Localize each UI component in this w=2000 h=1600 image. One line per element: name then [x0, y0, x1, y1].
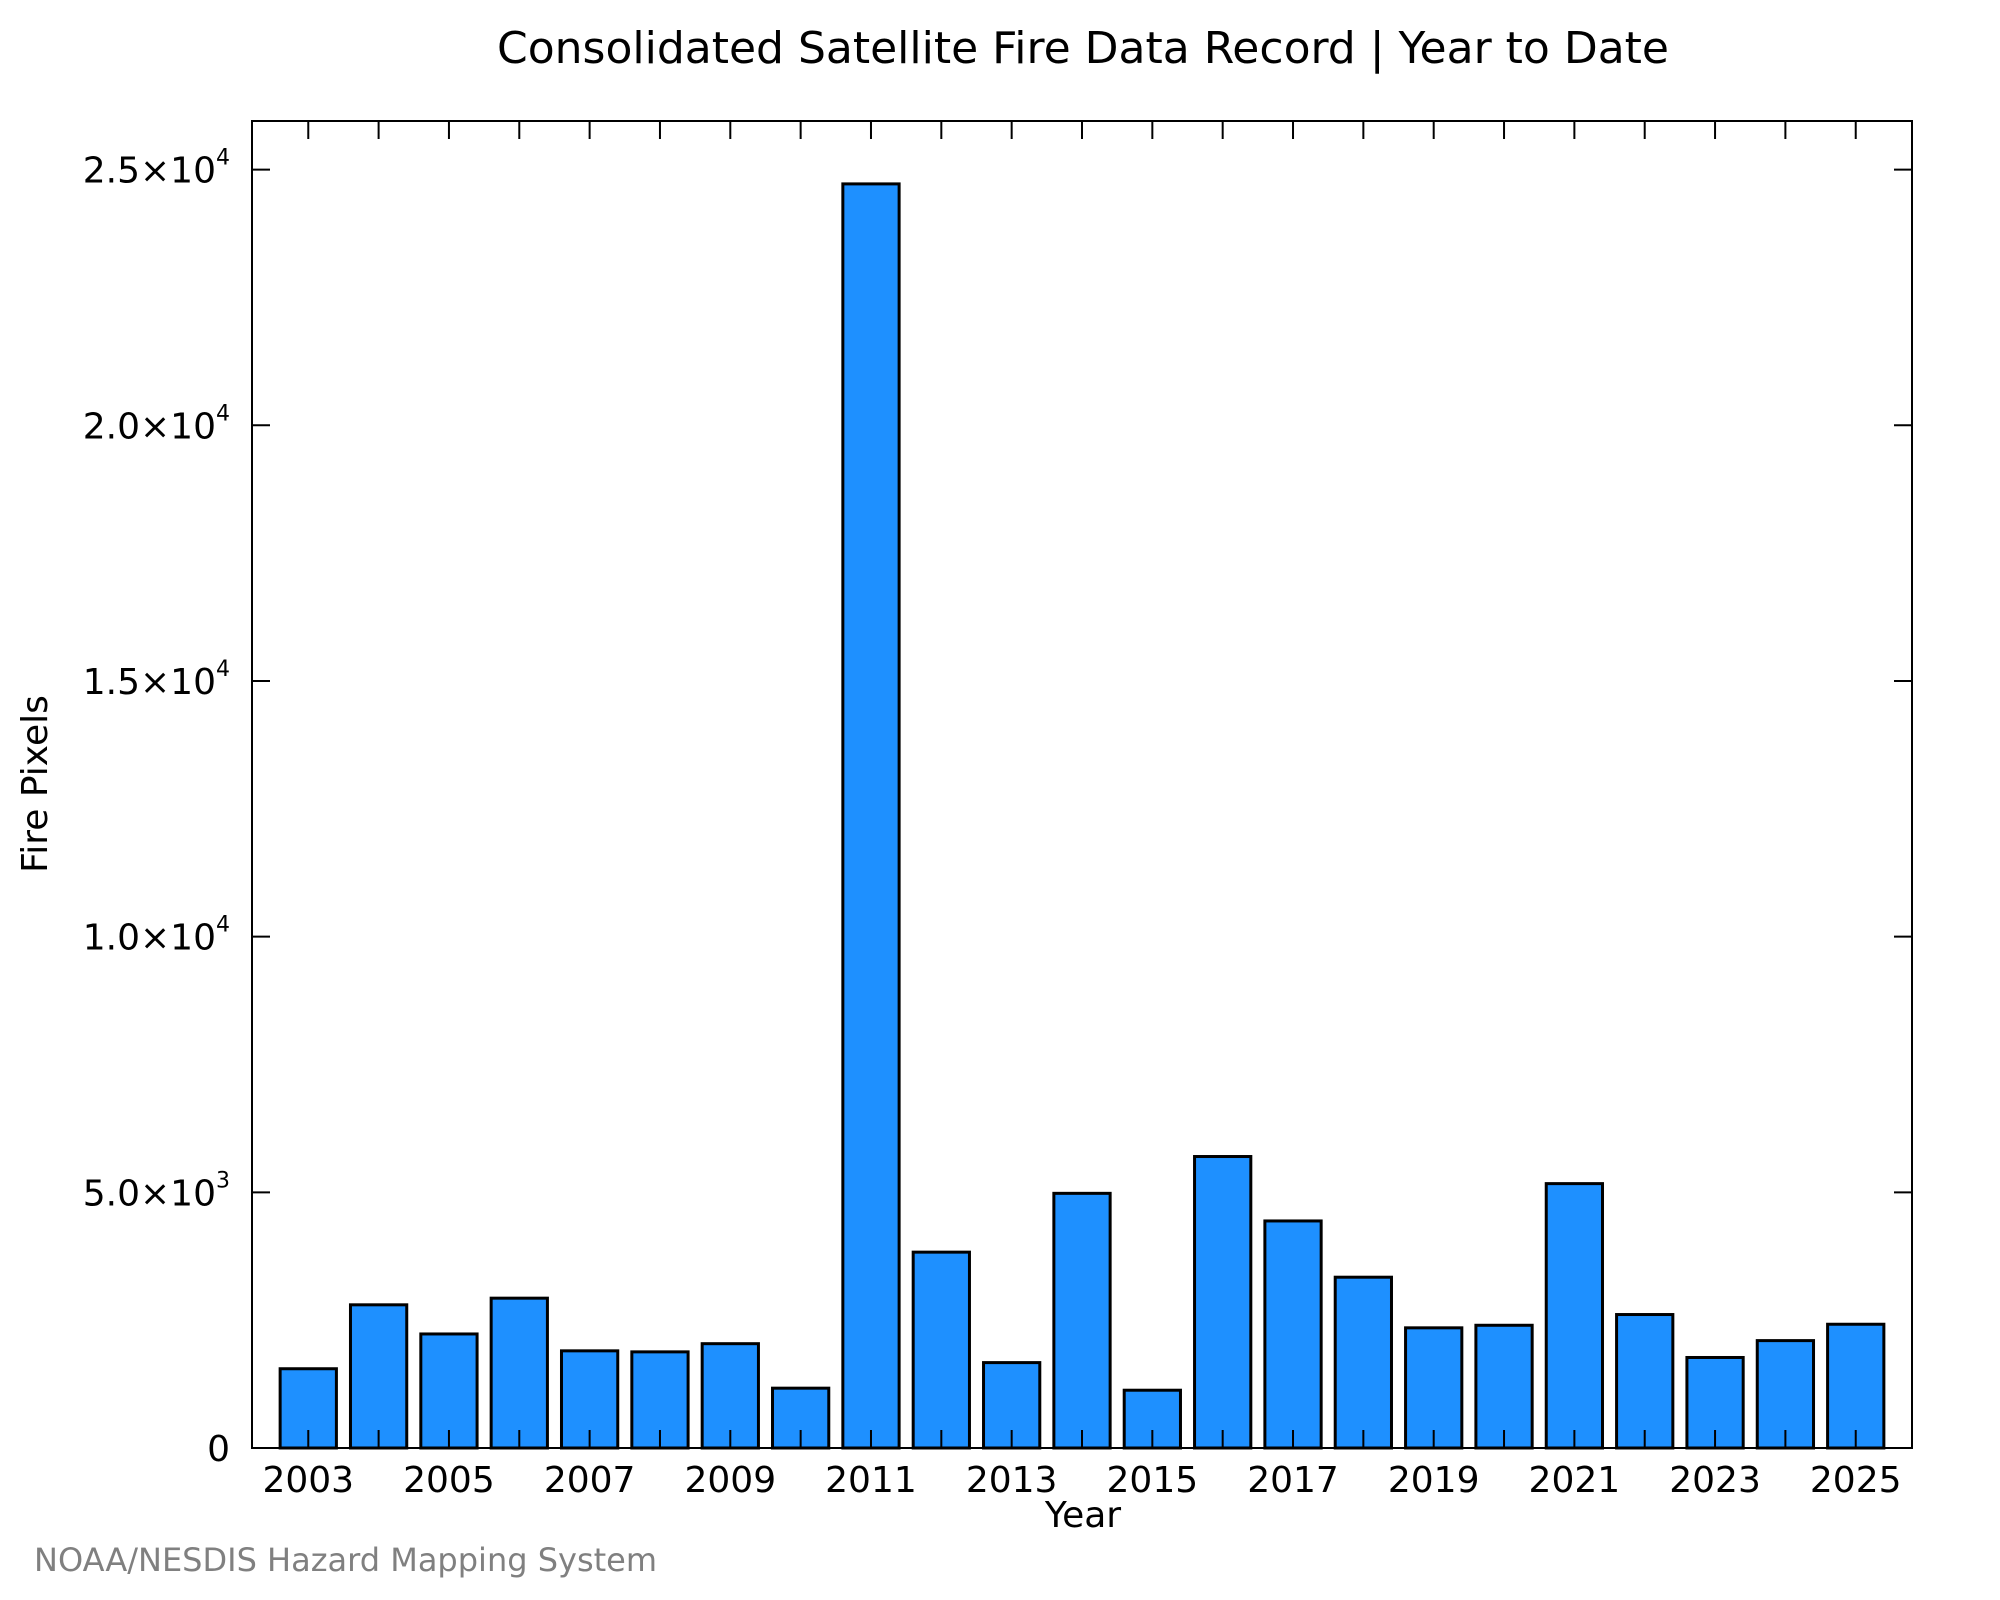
source-credit: NOAA/NESDIS Hazard Mapping System — [34, 1541, 657, 1579]
bar-2012 — [911, 1250, 971, 1450]
y-axis-label: Fire Pixels — [15, 695, 56, 873]
x-tick-label-2017: 2017 — [1247, 1460, 1339, 1501]
chart-title: Consolidated Satellite Fire Data Record … — [497, 23, 1669, 74]
y-tick-label-25000: 2.5×104 — [83, 146, 230, 192]
x-axis-label: Year — [1044, 1495, 1121, 1536]
ticks-group: 2003 2005 2007 2009 2011 2013 2015 2017 2019 2021… — [83, 121, 1912, 1501]
bar-2025 — [1826, 1322, 1886, 1450]
bars-group — [278, 182, 1886, 1450]
x-tick-label-2005: 2005 — [403, 1460, 495, 1501]
x-tick-label-2009: 2009 — [684, 1460, 776, 1501]
x-tick-label-2015: 2015 — [1107, 1460, 1199, 1501]
bar-2020 — [1474, 1323, 1534, 1450]
y-tick-label-0: 0 — [207, 1429, 230, 1470]
x-tick-label-2019: 2019 — [1388, 1460, 1480, 1501]
y-tick-label-15000: 1.5×104 — [83, 657, 230, 703]
y-tick-label-10000: 1.0×104 — [83, 913, 230, 959]
bar-2011 — [841, 182, 901, 1450]
bar-2004 — [348, 1303, 409, 1450]
y-tick-label-20000: 2.0×104 — [83, 401, 230, 447]
bar-2006 — [489, 1296, 549, 1450]
x-tick-label-2003: 2003 — [262, 1460, 354, 1501]
x-tick-label-2025: 2025 — [1810, 1460, 1902, 1501]
x-tick-label-2007: 2007 — [544, 1460, 636, 1501]
bar-2019 — [1404, 1326, 1464, 1450]
bar-2018 — [1333, 1275, 1393, 1450]
x-tick-label-2021: 2021 — [1529, 1460, 1621, 1501]
y-tick-label-5000: 5.0×103 — [83, 1168, 230, 1214]
x-tick-label-2023: 2023 — [1669, 1460, 1761, 1501]
x-tick-label-2013: 2013 — [966, 1460, 1058, 1501]
bar-2022 — [1615, 1313, 1675, 1450]
bar-2017 — [1263, 1219, 1323, 1450]
bar-2014 — [1052, 1191, 1112, 1450]
bar-2021 — [1544, 1182, 1605, 1450]
x-tick-label-2011: 2011 — [825, 1460, 917, 1501]
bar-2016 — [1193, 1155, 1253, 1450]
